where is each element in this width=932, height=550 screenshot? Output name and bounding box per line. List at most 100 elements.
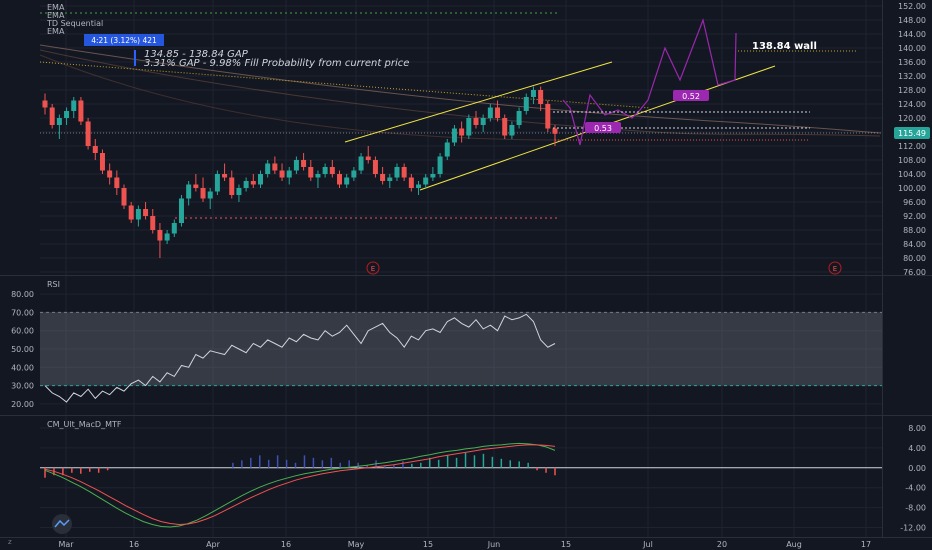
- candle-body-up: [56, 118, 62, 125]
- tradingview-logo-icon[interactable]: [52, 514, 72, 534]
- timezone-z-icon[interactable]: z: [8, 538, 12, 546]
- candlestick-series: [42, 86, 558, 258]
- ema-curve-a: [39, 44, 881, 134]
- candle-body-up: [523, 97, 529, 111]
- time-axis: Mar 16 Apr 16 May 15 Jun 15 Jul 20 Aug 17: [58, 540, 871, 549]
- candle-body-down: [250, 181, 256, 185]
- candle-body-up: [444, 142, 450, 157]
- price-tick-label: 96.00: [903, 198, 926, 207]
- indicator-label-ema-1[interactable]: EMA: [47, 3, 65, 12]
- candle-body-down: [49, 107, 55, 125]
- candle-body-down: [121, 188, 127, 206]
- current-price-tag: 115.49: [894, 127, 930, 139]
- candle-body-up: [286, 170, 292, 178]
- range-badge: 4:21 (3.12%) 421: [84, 34, 164, 46]
- time-tick-label: Aug: [786, 540, 802, 549]
- time-tick-label: Mar: [58, 540, 74, 549]
- candle-body-up: [358, 156, 364, 171]
- rsi-pane-label[interactable]: RSI: [47, 280, 60, 289]
- candle-body-down: [308, 167, 314, 178]
- macd-axis: 8.00 4.00 0.00 -4.00 -8.00 -12.00: [900, 424, 926, 533]
- macd-tick-label: -8.00: [905, 504, 926, 513]
- indicator-label-ema-2[interactable]: EMA: [47, 11, 65, 20]
- svg-text:0.52: 0.52: [682, 92, 700, 101]
- candle-body-down: [279, 170, 285, 178]
- time-tick-label: 16: [281, 540, 291, 549]
- pane-separators: [0, 0, 932, 538]
- candle-body-up: [430, 174, 436, 178]
- svg-text:4:21 (3.12%) 421: 4:21 (3.12%) 421: [91, 36, 157, 45]
- fib-label-053: 0.53: [585, 122, 621, 133]
- macd-tick-label: 8.00: [908, 424, 926, 433]
- macd-tick-label: 4.00: [908, 444, 926, 453]
- candle-body-up: [351, 170, 357, 178]
- macd-signal-line: [44, 444, 556, 526]
- candle-body-up: [394, 167, 400, 178]
- candle-body-up: [530, 90, 536, 97]
- rsi-tick-label: 30.00: [11, 382, 34, 391]
- candle-body-up: [293, 160, 299, 171]
- time-tick-label: 15: [561, 540, 571, 549]
- candle-body-up: [437, 156, 443, 174]
- indicator-label-ema-3[interactable]: EMA: [47, 27, 65, 36]
- candle-body-up: [257, 174, 263, 185]
- candle-body-up: [243, 181, 249, 188]
- time-tick-label: 17: [861, 540, 871, 549]
- rsi-band-fill: [40, 312, 882, 386]
- candle-body-down: [545, 104, 551, 129]
- wall-annotation: 138.84 wall: [752, 41, 817, 52]
- price-tick-label: 112.00: [898, 142, 926, 151]
- time-tick-label: 16: [129, 540, 139, 549]
- candle-body-down: [495, 107, 501, 118]
- rsi-line: [44, 313, 556, 403]
- candle-body-down: [222, 174, 228, 178]
- time-tick-label: 20: [717, 540, 727, 549]
- svg-text:E: E: [833, 265, 837, 273]
- candle-body-up: [186, 184, 192, 199]
- rsi-tick-label: 80.00: [11, 290, 34, 299]
- macd-tick-label: -12.00: [900, 524, 926, 533]
- candle-body-down: [229, 177, 235, 195]
- candle-body-up: [387, 177, 393, 181]
- candle-body-down: [408, 177, 414, 188]
- candle-body-up: [171, 223, 177, 234]
- price-tick-label: 148.00: [898, 16, 926, 25]
- candle-body-up: [322, 167, 328, 174]
- candle-body-down: [143, 209, 149, 216]
- candle-body-up: [178, 198, 184, 223]
- price-tick-label: 88.00: [903, 226, 926, 235]
- candle-body-up: [344, 177, 350, 185]
- time-tick-label: May: [348, 540, 365, 549]
- candle-body-up: [480, 118, 486, 125]
- rsi-axis: 80.00 70.00 60.00 50.00 40.00 30.00 20.00: [11, 290, 34, 409]
- candle-body-up: [265, 163, 271, 174]
- candle-body-up: [207, 191, 213, 199]
- price-tick-label: 128.00: [898, 86, 926, 95]
- macd-pane-label[interactable]: CM_Ult_MacD_MTF: [47, 420, 122, 429]
- price-tick-label: 144.00: [898, 30, 926, 39]
- candle-body-up: [516, 111, 522, 125]
- svg-text:E: E: [371, 265, 375, 273]
- macd-tick-label: -4.00: [905, 484, 926, 493]
- candle-body-up: [487, 107, 493, 118]
- candle-body-down: [502, 118, 508, 136]
- earnings-marker-2[interactable]: E: [828, 261, 842, 275]
- candle-body-up: [164, 233, 170, 241]
- candle-body-down: [85, 121, 91, 146]
- candle-body-down: [401, 167, 407, 178]
- candle-body-up: [466, 118, 472, 136]
- price-tick-label: 152.00: [898, 2, 926, 11]
- rsi-tick-label: 70.00: [11, 308, 34, 317]
- candle-body-down: [42, 100, 48, 108]
- earnings-marker-1[interactable]: E: [366, 261, 380, 275]
- candle-body-down: [337, 174, 343, 185]
- candle-body-down: [150, 216, 156, 230]
- svg-text:115.49: 115.49: [898, 129, 926, 138]
- price-tick-label: 124.00: [898, 100, 926, 109]
- candle-body-up: [509, 125, 515, 136]
- ema-curve-b: [39, 49, 881, 137]
- price-tick-label: 76.00: [903, 268, 926, 277]
- candle-body-up: [416, 184, 422, 188]
- indicator-label-td-sequential[interactable]: TD Sequential: [47, 19, 104, 28]
